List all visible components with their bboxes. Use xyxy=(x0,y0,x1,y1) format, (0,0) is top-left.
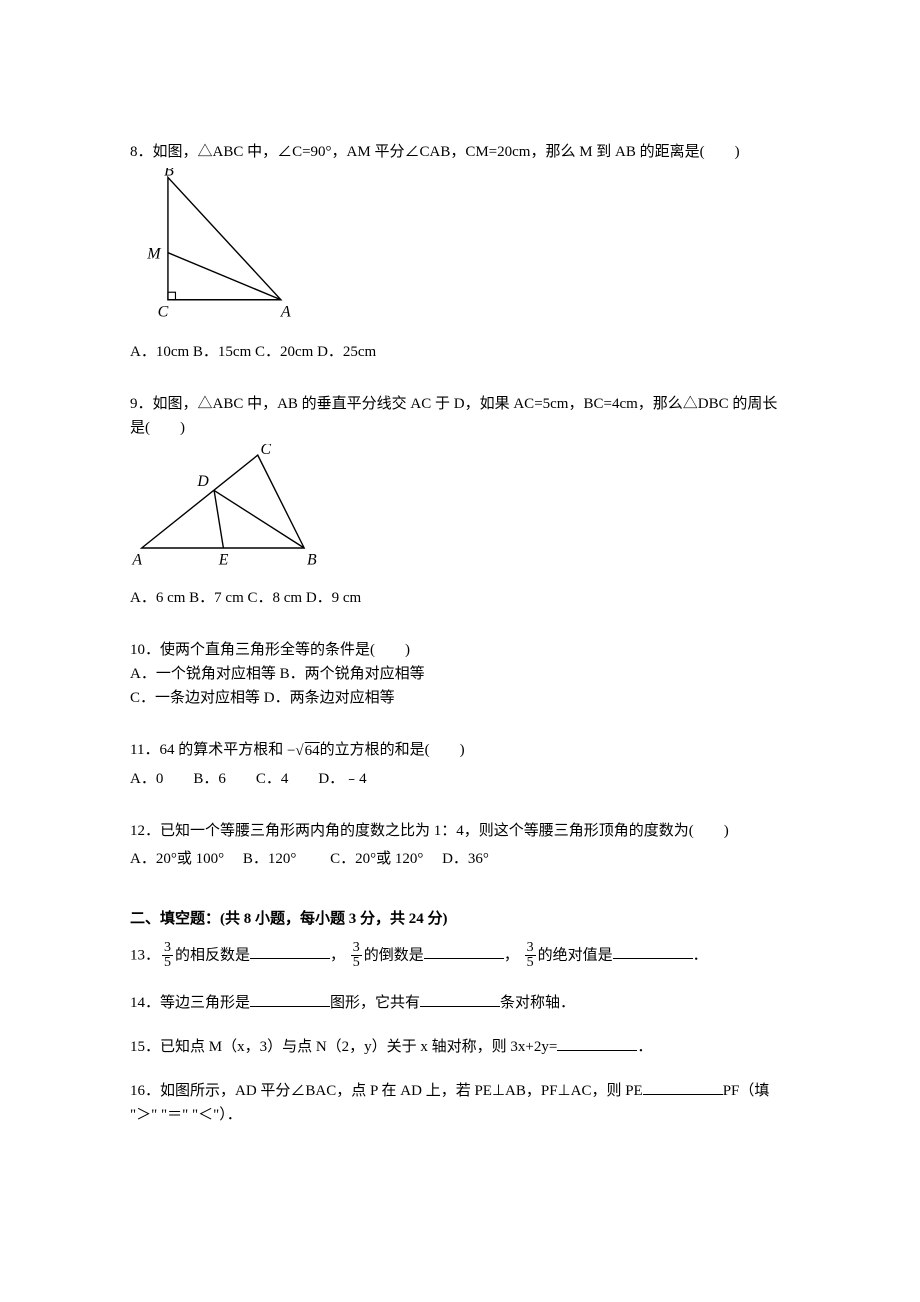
q14-blank-1 xyxy=(250,991,330,1007)
q8-line-MA xyxy=(168,253,281,300)
q10-options-line1: A．一个锐角对应相等 B．两个锐角对应相等 xyxy=(130,662,790,686)
q13-t2: ， xyxy=(330,947,345,963)
q8-text: 8．如图，△ABC 中，∠C=90°，AM 平分∠CAB，CM=20cm，那么 … xyxy=(130,140,790,164)
q13-t6: ． xyxy=(693,947,708,963)
q9-line-DB xyxy=(214,490,304,548)
q13-blank-3 xyxy=(613,943,693,959)
q9-line-DE xyxy=(214,490,223,548)
question-14: 14．等边三角形是 图形，它共有 条对称轴． xyxy=(130,991,790,1015)
q9-triangle xyxy=(142,455,305,548)
q14-t3: 条对称轴． xyxy=(500,995,575,1011)
q11-options: A．0 B．6 C．4 D．﹣4 xyxy=(130,767,790,791)
q14-t1: 14．等边三角形是 xyxy=(130,995,250,1011)
q13-t3: 的倒数是 xyxy=(364,947,424,963)
q8-label-C: C xyxy=(158,304,169,321)
question-13: 13．35的相反数是， 35的倒数是， 35的绝对值是． xyxy=(130,941,790,971)
q13-t1: 的相反数是 xyxy=(175,947,250,963)
q11-text: 11．64 的算术平方根和 −√64的立方根的和是( ) xyxy=(130,738,790,763)
page-content: 8．如图，△ABC 中，∠C=90°，AM 平分∠CAB，CM=20cm，那么 … xyxy=(0,0,920,1235)
q9-text: 9．如图，△ABC 中，AB 的垂直平分线交 AC 于 D，如果 AC=5cm，… xyxy=(130,392,790,440)
q16-t1: 16．如图所示，AD 平分∠BAC，点 P 在 AD 上，若 PE⊥AB，PF⊥… xyxy=(130,1083,643,1099)
q8-right-angle-marker xyxy=(168,292,176,300)
q16-line: 16．如图所示，AD 平分∠BAC，点 P 在 AD 上，若 PE⊥AB，PF⊥… xyxy=(130,1079,790,1127)
question-15: 15．已知点 M（x，3）与点 N（2，y）关于 x 轴对称，则 3x+2y= ． xyxy=(130,1035,790,1059)
q11-root-expr: −√64 xyxy=(287,739,320,763)
q9-figure: A E B D C xyxy=(130,444,790,582)
q15-line: 15．已知点 M（x，3）与点 N（2，y）关于 x 轴对称，则 3x+2y= ． xyxy=(130,1035,790,1059)
q8-label-B: B xyxy=(164,168,174,180)
q14-t2: 图形，它共有 xyxy=(330,995,420,1011)
q15-t2: ． xyxy=(637,1039,652,1055)
q13-t4: ， xyxy=(504,947,519,963)
question-12: 12．已知一个等腰三角形两内角的度数之比为 1：4，则这个等腰三角形顶角的度数为… xyxy=(130,819,790,871)
q12-options: A．20°或 100° B．120° C．20°或 120° D．36° xyxy=(130,847,790,871)
q13-frac3-num: 3 xyxy=(525,941,536,957)
q9-label-D: D xyxy=(196,473,209,490)
q13-frac3-den: 5 xyxy=(525,956,536,971)
q9-label-B: B xyxy=(307,552,317,569)
q13-frac1-den: 5 xyxy=(162,956,173,971)
q9-options: A．6 cm B．7 cm C．8 cm D．9 cm xyxy=(130,586,790,610)
section-2-title: 二、填空题：(共 8 小题，每小题 3 分，共 24 分) xyxy=(130,907,790,931)
q14-blank-2 xyxy=(420,991,500,1007)
q13-blank-1 xyxy=(250,943,330,959)
q15-t1: 15．已知点 M（x，3）与点 N（2，y）关于 x 轴对称，则 3x+2y= xyxy=(130,1039,557,1055)
q9-label-C: C xyxy=(261,444,272,458)
q11-text-post: 的立方根的和是( ) xyxy=(320,742,465,758)
q8-triangle xyxy=(168,177,281,299)
q12-text: 12．已知一个等腰三角形两内角的度数之比为 1：4，则这个等腰三角形顶角的度数为… xyxy=(130,819,790,843)
q16-blank-1 xyxy=(643,1079,723,1095)
question-11: 11．64 的算术平方根和 −√64的立方根的和是( ) A．0 B．6 C．4… xyxy=(130,738,790,791)
question-9: 9．如图，△ABC 中，AB 的垂直平分线交 AC 于 D，如果 AC=5cm，… xyxy=(130,392,790,610)
question-16: 16．如图所示，AD 平分∠BAC，点 P 在 AD 上，若 PE⊥AB，PF⊥… xyxy=(130,1079,790,1127)
question-10: 10．使两个直角三角形全等的条件是( ) A．一个锐角对应相等 B．两个锐角对应… xyxy=(130,638,790,710)
q14-line: 14．等边三角形是 图形，它共有 条对称轴． xyxy=(130,991,790,1015)
q13-line: 13．35的相反数是， 35的倒数是， 35的绝对值是． xyxy=(130,941,790,971)
q8-label-M: M xyxy=(146,245,162,262)
q13-frac2-den: 5 xyxy=(351,956,362,971)
q13-frac2-num: 3 xyxy=(351,941,362,957)
q13-frac1-num: 3 xyxy=(162,941,173,957)
q13-frac-1: 35 xyxy=(162,941,173,971)
q8-figure: B M C A xyxy=(130,168,790,336)
q13-frac-3: 35 xyxy=(525,941,536,971)
q13-blank-2 xyxy=(424,943,504,959)
q10-text: 10．使两个直角三角形全等的条件是( ) xyxy=(130,638,790,662)
q11-text-pre: 11．64 的算术平方根和 xyxy=(130,742,283,758)
q15-blank-1 xyxy=(557,1035,637,1051)
question-8: 8．如图，△ABC 中，∠C=90°，AM 平分∠CAB，CM=20cm，那么 … xyxy=(130,140,790,364)
q13-pre: 13． xyxy=(130,947,160,963)
q13-t5: 的绝对值是 xyxy=(538,947,613,963)
q8-options: A．10cm B．15cm C．20cm D．25cm xyxy=(130,340,790,364)
q13-frac-2: 35 xyxy=(351,941,362,971)
q10-options-line2: C．一条边对应相等 D．两条边对应相等 xyxy=(130,686,790,710)
q9-label-E: E xyxy=(218,552,229,569)
q8-label-A: A xyxy=(280,304,291,321)
q9-label-A: A xyxy=(131,552,142,569)
